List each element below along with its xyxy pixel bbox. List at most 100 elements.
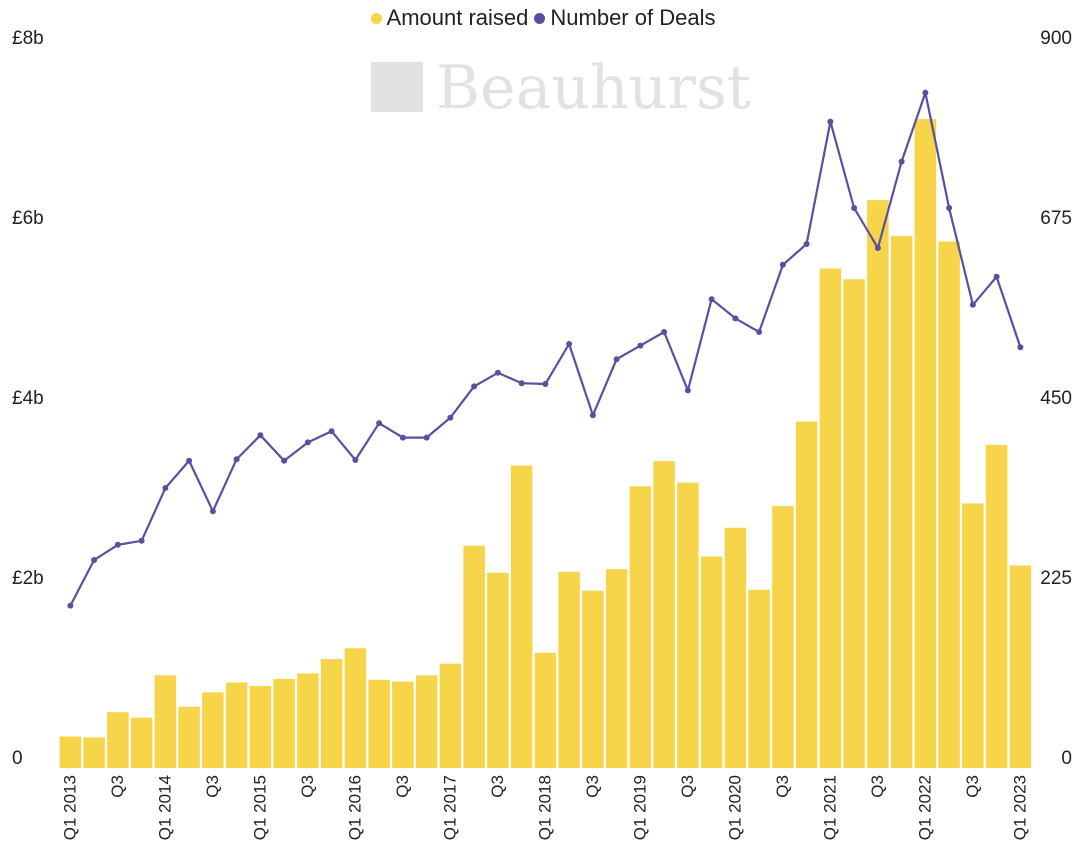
deals-line-group bbox=[67, 88, 1024, 609]
amount-bar bbox=[59, 736, 82, 768]
deals-point bbox=[67, 602, 74, 609]
right-axis-tick-label: 225 bbox=[1040, 568, 1072, 589]
x-axis-tick-label: Q1 2015 bbox=[250, 775, 269, 840]
amount-bar bbox=[273, 678, 295, 768]
left-axis-tick-label: £8b bbox=[12, 28, 44, 49]
deals-point bbox=[399, 434, 406, 441]
amount-bar bbox=[297, 673, 319, 768]
x-axis-tick-label: Q3 bbox=[298, 775, 317, 798]
amount-bar bbox=[107, 712, 129, 768]
x-axis-tick-label: Q1 2017 bbox=[440, 775, 459, 840]
deals-point bbox=[281, 457, 288, 464]
deals-point bbox=[328, 428, 335, 435]
amount-bar bbox=[558, 571, 580, 768]
x-axis-tick-label: Q3 bbox=[583, 775, 602, 798]
deals-point bbox=[661, 329, 668, 335]
deals-point bbox=[993, 273, 1000, 280]
left-axis-tick-label: 0 bbox=[12, 748, 23, 769]
amount-bar bbox=[392, 681, 414, 768]
x-axis-tick-label: Q3 bbox=[773, 775, 792, 798]
right-axis-tick-label: 675 bbox=[1040, 208, 1072, 229]
amount-bar bbox=[1009, 565, 1032, 768]
amount-bar bbox=[487, 572, 509, 768]
deals-point bbox=[162, 485, 169, 491]
watermark-text: Beauhurst bbox=[436, 53, 751, 123]
amount-bar bbox=[677, 482, 699, 768]
x-axis-tick-label: Q1 2020 bbox=[725, 775, 744, 840]
bars-group bbox=[59, 119, 1032, 769]
x-axis-tick-label: Q1 2014 bbox=[155, 775, 174, 840]
x-axis-tick-label: Q3 bbox=[868, 775, 887, 798]
amount-bar bbox=[415, 675, 438, 768]
deals-point bbox=[756, 329, 763, 335]
right-axis-tick-label: 0 bbox=[1061, 748, 1072, 769]
amount-legend-label: Amount raised bbox=[386, 5, 529, 31]
deals-point bbox=[114, 541, 121, 548]
amount-bar bbox=[605, 569, 628, 768]
right-axis-tick-label: 450 bbox=[1040, 388, 1072, 409]
amount-bar bbox=[510, 465, 533, 768]
left-axis-ticks: 0 £2b £4b £6b £8b bbox=[12, 28, 44, 769]
amount-bar bbox=[344, 648, 367, 768]
x-axis-tick-label: Q3 bbox=[963, 775, 982, 798]
deals-point bbox=[613, 356, 620, 363]
amount-bar bbox=[83, 737, 105, 768]
deals-point bbox=[827, 118, 834, 125]
amount-bar bbox=[320, 659, 343, 768]
deals-point bbox=[922, 89, 929, 96]
amount-bar bbox=[819, 268, 842, 768]
deals-point bbox=[637, 342, 644, 349]
right-axis-ticks: 0 225 450 675 900 bbox=[1040, 28, 1072, 769]
watermark-logo bbox=[371, 62, 423, 112]
deals-point bbox=[423, 434, 430, 441]
x-axis-tick-label: Q1 2021 bbox=[820, 775, 839, 840]
x-axis-tick-label: Q3 bbox=[678, 775, 697, 798]
amount-bar bbox=[795, 421, 818, 768]
amount-bar bbox=[534, 652, 557, 768]
left-axis-tick-label: £2b bbox=[12, 568, 44, 589]
amount-bar bbox=[867, 200, 889, 769]
x-axis-tick-label: Q3 bbox=[203, 775, 222, 798]
watermark: Beauhurst bbox=[371, 53, 751, 123]
deals-point bbox=[732, 315, 739, 322]
deals-point bbox=[494, 369, 501, 376]
amount-bar bbox=[225, 682, 248, 768]
x-axis-tick-label: Q1 2023 bbox=[1010, 775, 1029, 840]
deals-point bbox=[589, 412, 596, 419]
deals-point bbox=[471, 383, 478, 390]
amount-bar bbox=[772, 506, 794, 768]
amount-bar bbox=[962, 503, 984, 768]
deals-point bbox=[779, 261, 786, 268]
deals-point bbox=[898, 158, 905, 165]
legend: Amount raised Number of Deals bbox=[0, 4, 1080, 31]
amount-bar bbox=[439, 663, 462, 768]
amount-bar bbox=[653, 461, 675, 768]
x-axis-tick-label: Q1 2018 bbox=[535, 775, 554, 840]
left-axis-tick-label: £4b bbox=[12, 388, 44, 409]
amount-bar bbox=[629, 486, 652, 768]
amount-bar bbox=[700, 556, 723, 768]
amount-bar bbox=[890, 236, 913, 769]
deals-point bbox=[851, 205, 858, 211]
deals-point bbox=[1017, 344, 1024, 351]
deals-legend-dot bbox=[534, 12, 546, 24]
amount-bar bbox=[582, 590, 604, 768]
deals-point bbox=[209, 508, 216, 515]
amount-bar bbox=[463, 545, 485, 768]
amount-bar bbox=[202, 692, 224, 768]
x-axis-tick-label: Q3 bbox=[393, 775, 412, 798]
deals-point bbox=[352, 457, 359, 463]
deals-point bbox=[518, 380, 525, 387]
deals-point bbox=[874, 245, 881, 251]
x-axis-tick-label: Q3 bbox=[108, 775, 127, 798]
amount-bar bbox=[368, 679, 390, 768]
deals-point bbox=[138, 537, 145, 544]
deals-point bbox=[233, 456, 240, 463]
deals-point bbox=[376, 420, 383, 427]
deals-legend-label: Number of Deals bbox=[550, 5, 716, 31]
deals-point bbox=[708, 296, 715, 303]
deals-point bbox=[803, 241, 810, 247]
amount-bar bbox=[178, 706, 200, 768]
deals-point bbox=[257, 432, 264, 439]
